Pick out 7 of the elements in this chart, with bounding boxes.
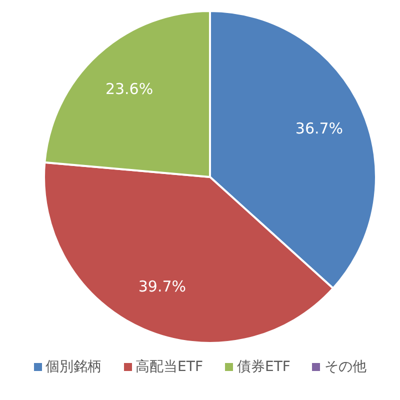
legend-label: 高配当ETF [136, 358, 203, 376]
legend-label: 債券ETF [237, 358, 290, 376]
data-label: 39.7% [138, 278, 186, 296]
legend-label: 個別銘柄 [46, 358, 102, 376]
data-label: 23.6% [105, 80, 154, 98]
legend-label: その他 [324, 358, 366, 376]
data-label: 36.7% [295, 120, 344, 138]
